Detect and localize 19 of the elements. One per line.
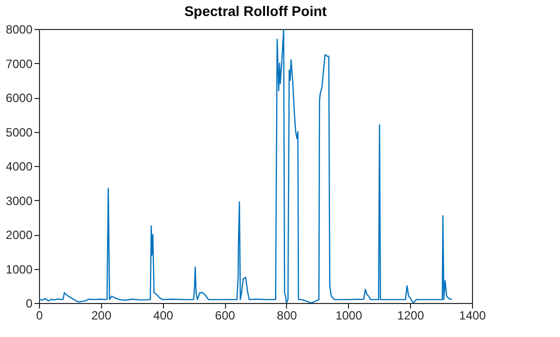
y-tick-label: 8000 — [6, 22, 33, 36]
x-tick-label: 0 — [36, 308, 44, 322]
y-tick-label: 5000 — [6, 125, 33, 140]
y-tick-label: 3000 — [6, 194, 33, 208]
y-tick-label: 2000 — [6, 228, 33, 242]
line-series — [39, 29, 452, 303]
x-tick-label: 1200 — [397, 308, 424, 322]
y-tick-label: 7000 — [6, 56, 33, 71]
x-tick-label: 400 — [153, 308, 174, 322]
x-tick-label: 200 — [91, 308, 112, 322]
y-tick-label: 1000 — [6, 262, 33, 276]
y-tick-label: 6000 — [6, 91, 33, 105]
x-tick-label: 1000 — [335, 308, 362, 322]
y-tick-label: 0 — [26, 296, 33, 310]
chart-title: Spectral Rolloff Point — [184, 3, 328, 19]
x-tick-label: 800 — [276, 308, 298, 322]
x-tick-label: 600 — [215, 308, 236, 322]
y-tick-label: 4000 — [6, 160, 33, 174]
x-tick-label: 1400 — [459, 308, 486, 322]
